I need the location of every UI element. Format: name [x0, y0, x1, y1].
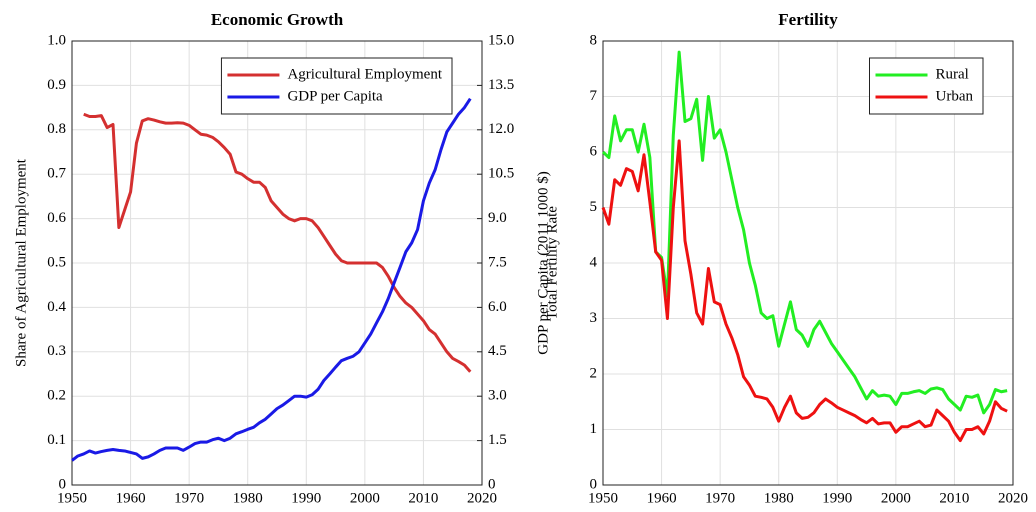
y-tick-label: 8	[590, 32, 598, 48]
chart-title: Economic Growth	[211, 10, 344, 29]
y-tick-label: 0.7	[47, 166, 66, 182]
y-tick-label: 0.3	[47, 343, 66, 359]
legend-box	[869, 57, 984, 115]
y-tick-label: 0.1	[47, 432, 66, 448]
x-tick-label: 1970	[705, 490, 735, 506]
y2-tick-label: 6.0	[488, 299, 507, 315]
y2-tick-label: 4.5	[488, 343, 507, 359]
x-tick-label: 1970	[174, 490, 204, 506]
x-tick-label: 1960	[647, 490, 677, 506]
legend-label: Rural	[936, 66, 969, 82]
y-tick-label: 0.9	[47, 77, 66, 93]
y2-tick-label: 12.0	[488, 121, 514, 137]
y-tick-label: 0.5	[47, 254, 66, 270]
y-tick-label: 3	[590, 310, 598, 326]
x-tick-label: 1950	[588, 490, 618, 506]
y-tick-label: 6	[590, 143, 598, 159]
x-tick-label: 1950	[57, 490, 87, 506]
plot-frame	[602, 40, 1014, 486]
y2-tick-label: 1.5	[488, 432, 507, 448]
y-tick-label: 5	[590, 199, 598, 215]
y-tick-label: 1.0	[47, 32, 66, 48]
y-axis-label: Total Fertility Rate	[544, 206, 560, 320]
x-tick-label: 1980	[764, 490, 794, 506]
legend-label: Urban	[936, 88, 974, 104]
x-tick-label: 2000	[881, 490, 911, 506]
x-tick-label: 2020	[998, 490, 1028, 506]
series-line	[83, 112, 472, 373]
x-tick-label: 1990	[291, 490, 321, 506]
x-tick-label: 1990	[822, 490, 852, 506]
y-tick-label: 1	[590, 421, 598, 437]
y-axis-label: Share of Agricultural Employment	[13, 158, 29, 367]
x-tick-label: 2010	[939, 490, 969, 506]
chart-title: Fertility	[778, 10, 838, 29]
y2-tick-label: 10.5	[488, 166, 514, 182]
legend: Rural Urban	[869, 57, 984, 115]
legend-label: GDP per Capita	[287, 88, 383, 104]
y2-tick-label: 9.0	[488, 210, 507, 226]
x-tick-label: 1980	[233, 490, 263, 506]
x-tick-label: 2000	[350, 490, 380, 506]
y2-tick-label: 15.0	[488, 32, 514, 48]
y2-axis-label: GDP per Capita (2011 1000 $)	[535, 171, 551, 354]
plot-frame	[71, 40, 483, 486]
y-tick-label: 4	[590, 254, 598, 270]
y2-tick-label: 3.0	[488, 388, 507, 404]
series-line	[71, 97, 472, 462]
y2-tick-label: 7.5	[488, 254, 507, 270]
x-tick-label: 2010	[408, 490, 438, 506]
y-tick-label: 2	[590, 365, 598, 381]
y-tick-label: 0.4	[47, 299, 66, 315]
y-tick-label: 7	[590, 88, 598, 104]
y-tick-label: 0	[590, 476, 598, 492]
y-tick-label: 0.6	[47, 210, 66, 226]
x-tick-label: 2020	[467, 490, 497, 506]
legend-box	[220, 57, 453, 115]
x-tick-label: 1960	[116, 490, 146, 506]
series-line	[601, 50, 1008, 415]
y-tick-label: 0.8	[47, 121, 66, 137]
y-tick-label: 0.2	[47, 388, 66, 404]
series-line	[601, 139, 1008, 443]
y2-tick-label: 13.5	[488, 77, 514, 93]
legend: Agricultural Employment GDP per Capita	[220, 57, 453, 115]
y-tick-label: 0	[59, 476, 67, 492]
legend-label: Agricultural Employment	[287, 66, 442, 82]
y2-tick-label: 0	[488, 476, 496, 492]
